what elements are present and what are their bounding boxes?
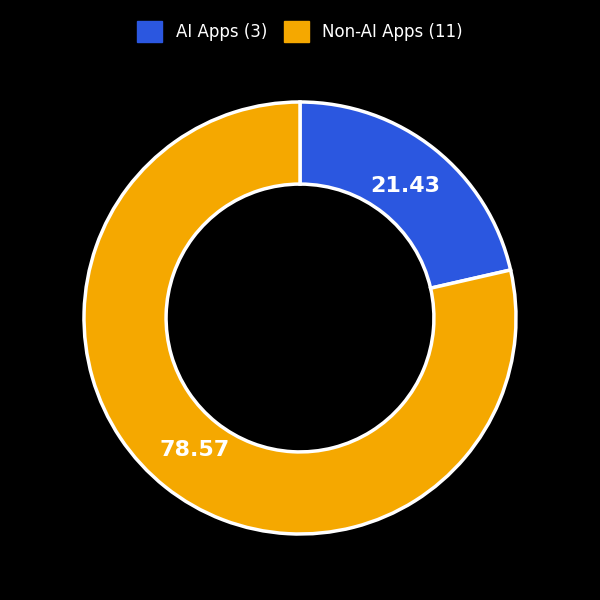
Legend: AI Apps (3), Non-AI Apps (11): AI Apps (3), Non-AI Apps (11) — [129, 13, 471, 50]
Wedge shape — [300, 102, 511, 288]
Text: 21.43: 21.43 — [370, 176, 440, 196]
Text: 78.57: 78.57 — [160, 440, 230, 460]
Wedge shape — [84, 102, 516, 534]
